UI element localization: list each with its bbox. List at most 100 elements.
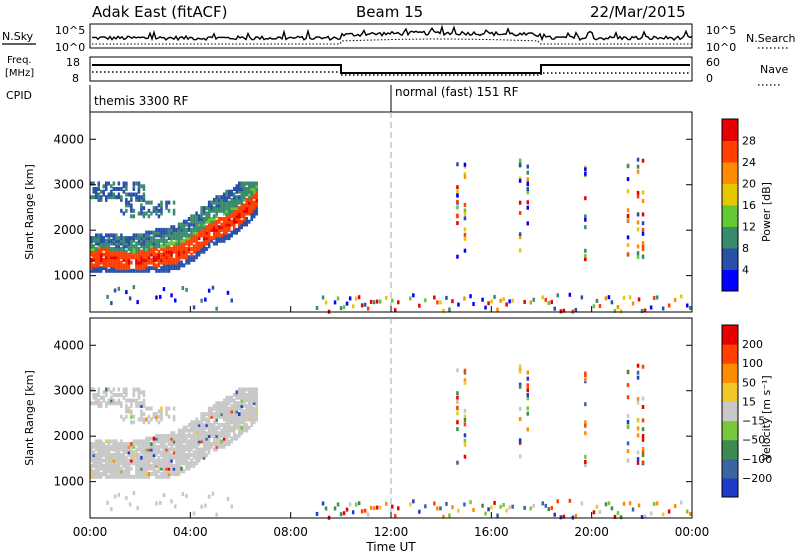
heatmap-cell <box>145 450 148 455</box>
heatmap-cell <box>132 285 136 290</box>
heatmap-cell <box>155 247 158 251</box>
heatmap-cell <box>105 455 108 460</box>
heatmap-cell <box>110 252 113 257</box>
heatmap-cell <box>100 401 103 406</box>
heatmap-cell <box>107 447 111 452</box>
heatmap-cell <box>248 206 251 211</box>
heatmap-cell <box>175 458 178 463</box>
heatmap-cell <box>463 368 467 373</box>
heatmap-cell <box>147 266 151 271</box>
heatmap-cell <box>190 420 193 425</box>
heatmap-cell <box>170 249 173 254</box>
heatmap-cell <box>225 428 228 433</box>
heatmap-cell <box>135 398 138 403</box>
heatmap-cell <box>105 260 108 265</box>
heatmap-cell <box>157 436 161 441</box>
heatmap-cell <box>200 436 203 441</box>
heatmap-cell <box>105 450 108 455</box>
heatmap-cell <box>105 390 108 395</box>
heatmap-cell <box>456 399 459 404</box>
heatmap-cell <box>636 190 640 195</box>
heatmap-cell <box>117 472 121 477</box>
heatmap-cell <box>100 466 103 471</box>
x-tick-label: 20:00 <box>574 525 609 539</box>
heatmap-cell <box>97 268 100 273</box>
heatmap-cell <box>222 219 226 224</box>
heatmap-cell <box>518 454 522 459</box>
heatmap-cell <box>637 297 641 302</box>
heatmap-cell <box>217 225 221 230</box>
heatmap-cell <box>636 400 640 405</box>
heatmap-cell <box>205 417 208 422</box>
heatmap-cell <box>544 297 547 302</box>
heatmap-cell <box>140 241 143 246</box>
heatmap-cell <box>92 249 95 254</box>
heatmap-cell <box>182 249 186 254</box>
heatmap-cell <box>215 409 218 414</box>
heatmap-cell <box>110 238 113 243</box>
heatmap-cell <box>190 247 193 251</box>
heatmap-cell <box>147 252 151 257</box>
heatmap-cell <box>137 236 141 241</box>
heatmap-cell <box>127 450 131 455</box>
heatmap-cell <box>152 458 156 463</box>
heatmap-cell <box>357 501 361 506</box>
heatmap-cell <box>230 436 233 441</box>
heatmap-cell <box>115 241 118 246</box>
heatmap-cell <box>132 268 136 273</box>
heatmap-cell <box>245 414 248 419</box>
heatmap-cell <box>115 463 118 468</box>
heatmap-cell <box>202 227 206 232</box>
heatmap-cell <box>238 417 241 422</box>
heatmap-cell <box>526 393 529 398</box>
heatmap-cell <box>170 453 173 457</box>
heatmap-cell <box>250 401 253 406</box>
heatmap-cell <box>222 425 226 430</box>
heatmap-cell <box>481 503 484 508</box>
heatmap-cell <box>217 444 221 449</box>
heatmap-cell <box>90 466 93 471</box>
colorbar-swatch <box>722 458 738 479</box>
heatmap-cell <box>230 200 233 205</box>
heatmap-cell <box>181 286 185 291</box>
heatmap-cell <box>117 192 121 197</box>
heatmap-cell <box>120 469 123 474</box>
heatmap-cell <box>245 425 248 430</box>
heatmap-cell <box>132 244 136 249</box>
heatmap-cell <box>97 181 100 186</box>
heatmap-cell <box>125 241 128 246</box>
heatmap-cell <box>165 266 168 271</box>
heatmap-cell <box>112 398 116 403</box>
heatmap-cell <box>132 398 136 403</box>
heatmap-cell <box>100 447 103 452</box>
heatmap-cell <box>120 208 123 213</box>
heatmap-cell <box>180 238 183 243</box>
heatmap-cell <box>255 181 258 186</box>
heatmap-cell <box>140 255 143 260</box>
heatmap-cell <box>197 252 201 257</box>
heatmap-cell <box>92 472 95 477</box>
heatmap-cell <box>142 450 146 455</box>
heatmap-cell <box>212 436 216 441</box>
heatmap-cell <box>215 431 218 436</box>
heatmap-cell <box>210 425 213 430</box>
heatmap-cell <box>140 412 143 417</box>
heatmap-cell <box>110 263 113 268</box>
heatmap-cell <box>177 444 181 449</box>
heatmap-cell <box>170 466 173 471</box>
heatmap-cell <box>135 247 138 251</box>
heatmap-cell <box>235 393 238 397</box>
heatmap-cell <box>200 455 203 460</box>
time-axis-ticks: 00:00 04:00 08:00 12:00 16:00 20:00 00:00 <box>73 306 709 539</box>
heatmap-cell <box>187 442 191 447</box>
heatmap-cell <box>162 444 166 449</box>
heatmap-cell <box>92 393 95 397</box>
noise-trace <box>91 24 693 45</box>
heatmap-cell <box>626 383 630 388</box>
heatmap-cell <box>147 238 151 243</box>
heatmap-cell <box>113 288 117 293</box>
heatmap-cell <box>532 503 535 508</box>
heatmap-cell <box>200 244 203 249</box>
heatmap-cell <box>192 431 196 436</box>
heatmap-cell <box>130 474 133 479</box>
